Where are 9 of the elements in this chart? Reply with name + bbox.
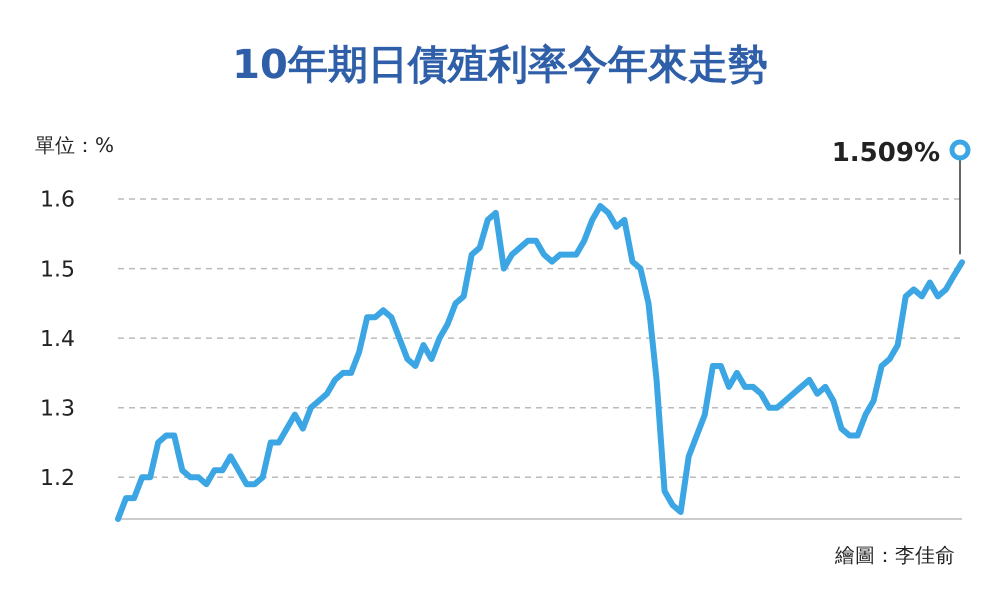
chart-title: 10年期日債殖利率今年來走勢: [232, 42, 768, 88]
y-tick-label: 1.3: [40, 396, 75, 422]
y-tick-label: 1.5: [40, 257, 75, 282]
text: 繪圖：李佳俞: [834, 543, 955, 567]
y-tick-label: 1.2: [40, 466, 75, 491]
y-tick-label: 1.6: [40, 188, 75, 213]
y-tick-label: 1.4: [40, 326, 75, 352]
y-axis-title: 單位：%: [35, 133, 114, 157]
text: 1.509%: [832, 138, 940, 168]
